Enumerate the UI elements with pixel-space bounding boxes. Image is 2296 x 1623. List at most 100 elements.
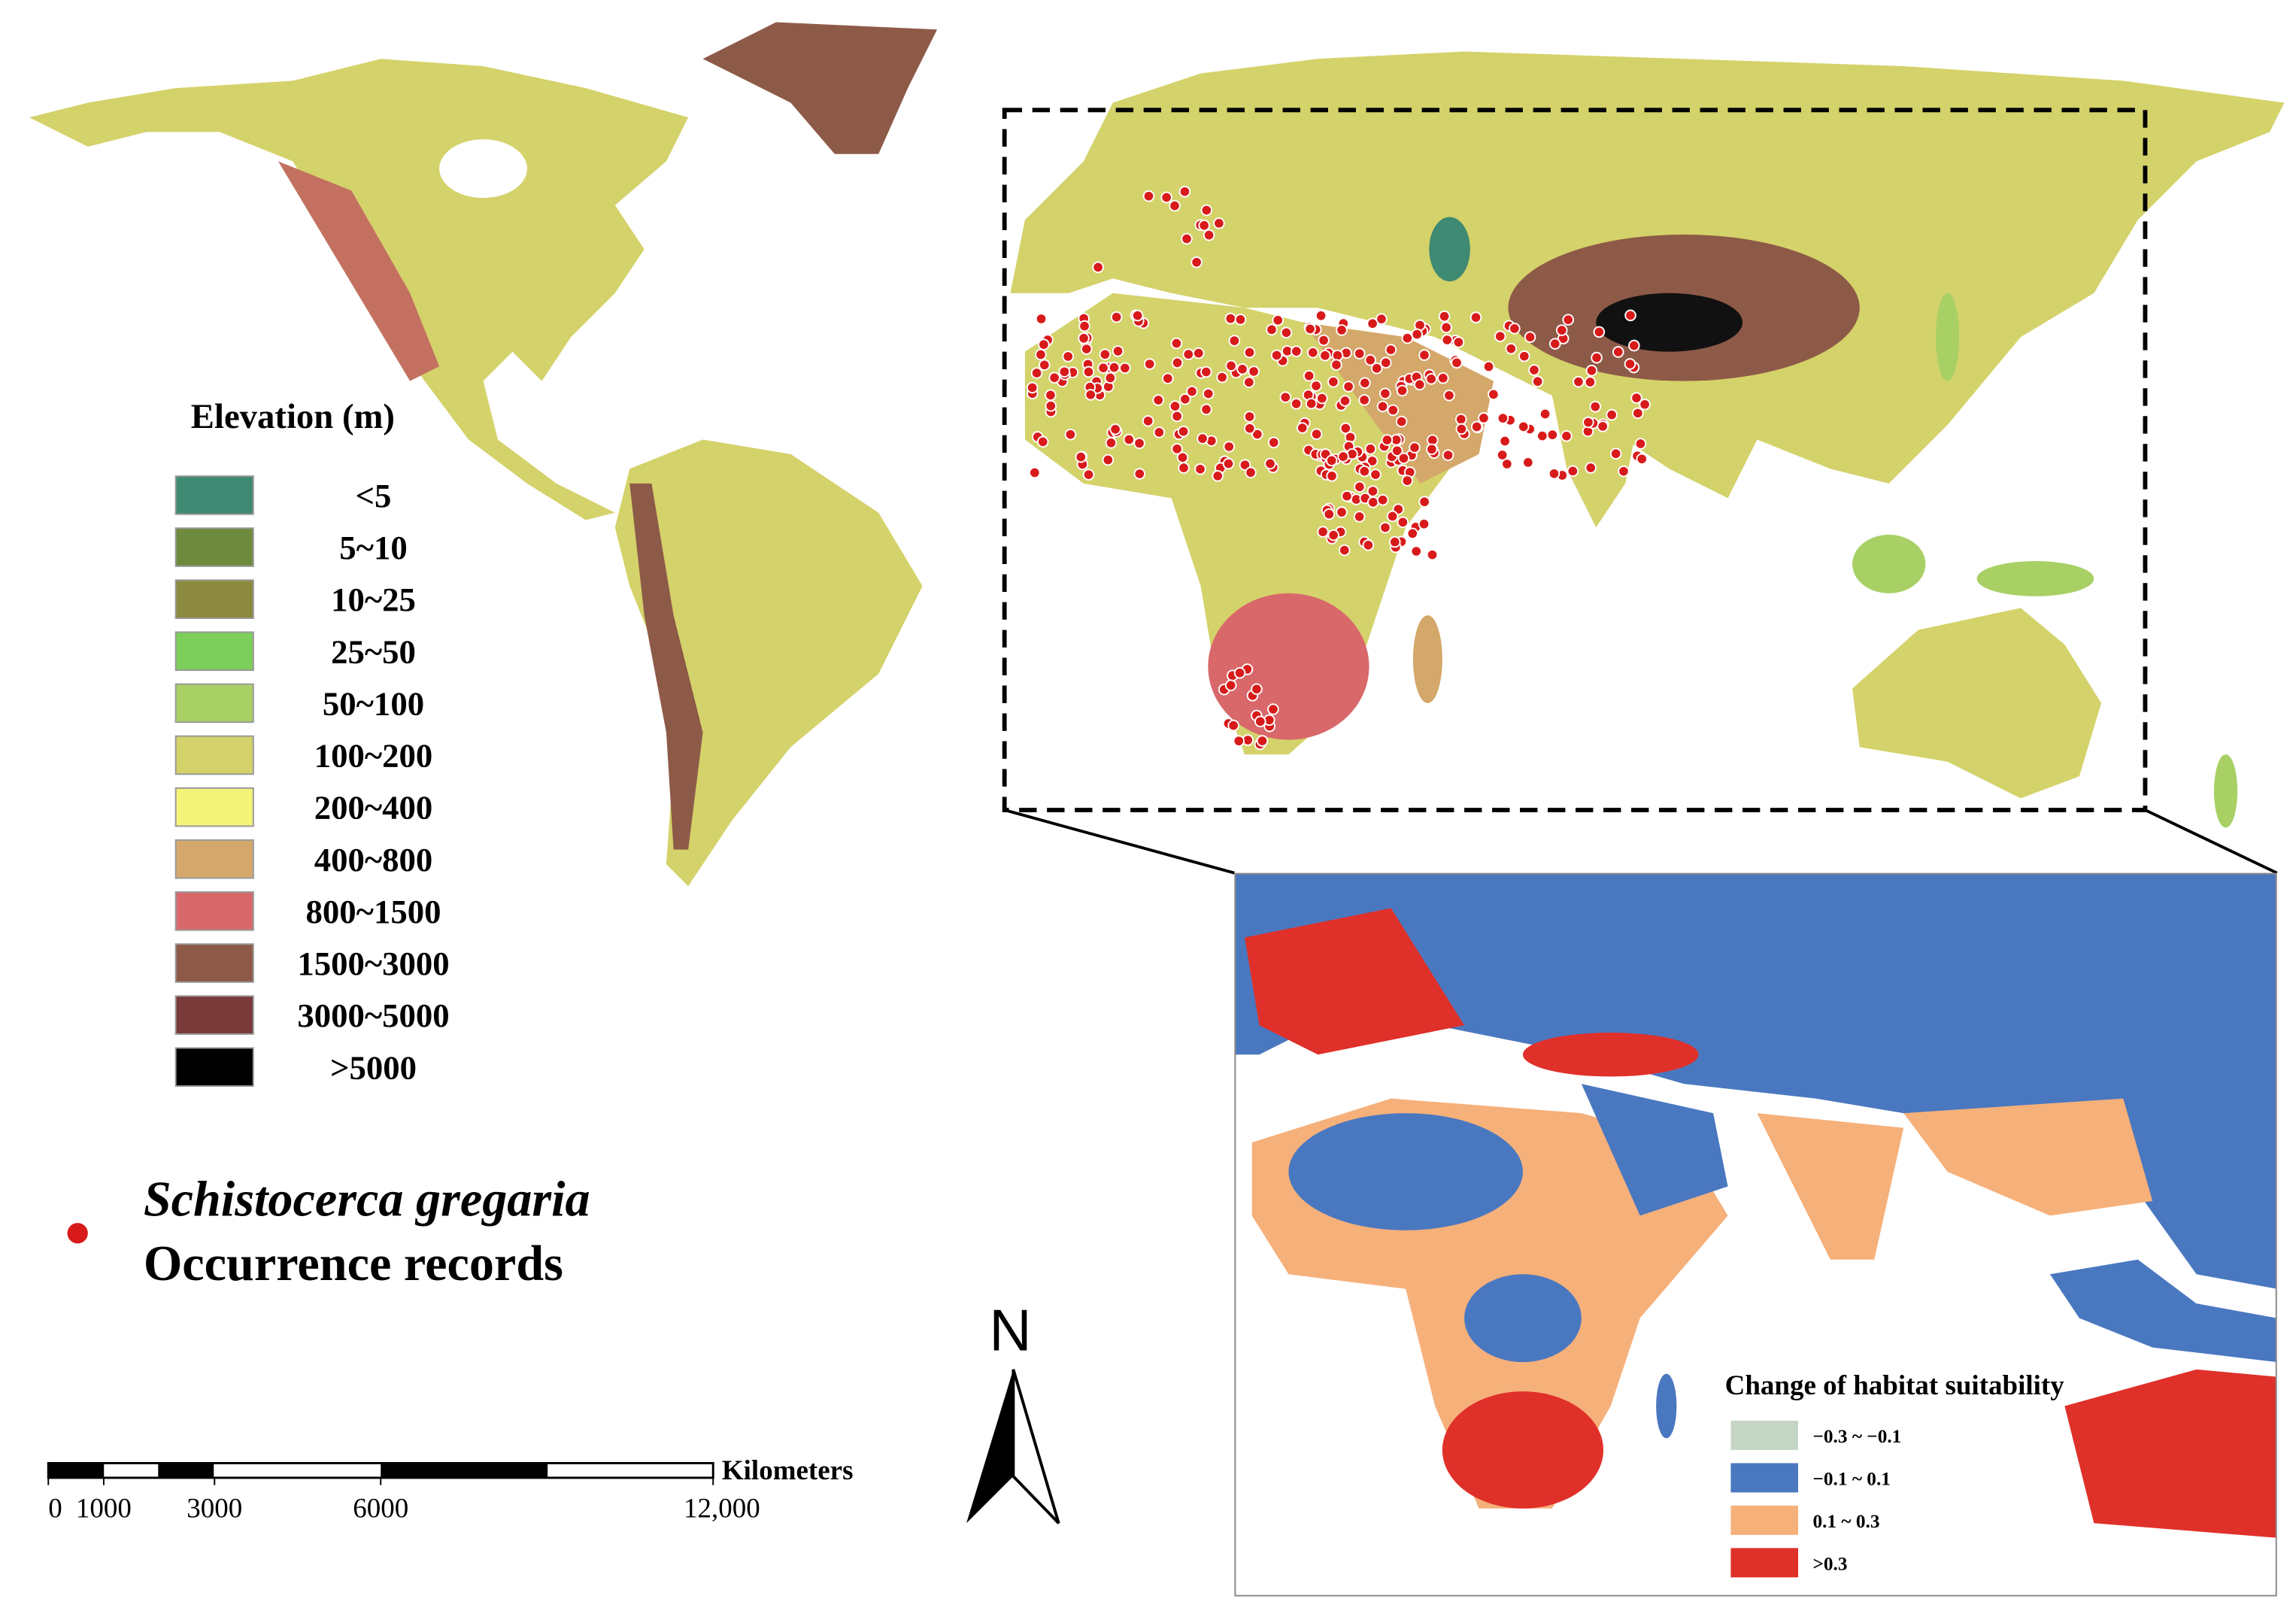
occurrence-dot xyxy=(1452,336,1465,348)
occurrence-dot xyxy=(1045,399,1057,412)
legend-swatch xyxy=(174,943,254,983)
inset-south-africa xyxy=(1442,1391,1604,1509)
occurrence-dot xyxy=(1518,350,1530,363)
occurrence-dot xyxy=(1342,381,1354,393)
occurrence-dot xyxy=(1296,422,1309,434)
occurrence-dot xyxy=(1171,356,1184,369)
occurrence-dot xyxy=(1233,735,1245,747)
occurrence-dot xyxy=(1233,666,1246,679)
occurrence-dot xyxy=(1358,465,1371,478)
occurrence-dot xyxy=(1190,256,1203,268)
occurrence-dot xyxy=(1560,430,1573,442)
connector xyxy=(2144,808,2278,875)
occurrence-dot xyxy=(1169,400,1181,412)
hudson-bay xyxy=(439,139,527,199)
occurrence-dot xyxy=(1387,404,1400,417)
occurrence-dot xyxy=(1319,349,1331,362)
occurrence-dot xyxy=(1548,338,1561,350)
occurrence-dot xyxy=(1223,441,1236,453)
occurrence-dot xyxy=(1243,411,1256,423)
occurrence-dot xyxy=(1315,309,1327,322)
legend-label: 25~50 xyxy=(331,633,416,670)
occurrence-dot xyxy=(1413,378,1426,391)
legend-label: >0.3 xyxy=(1812,1554,1847,1575)
inset-middle-east xyxy=(1522,1033,1699,1077)
elevation-legend: <5 5~10 10~25 25~50 50~100 100~200 200~400 400~… xyxy=(174,475,450,1088)
occurrence-dot xyxy=(1203,229,1215,241)
occurrence-dot xyxy=(1243,346,1256,359)
occurrence-dot xyxy=(1388,535,1401,548)
occurrence-dot xyxy=(1181,232,1193,245)
occurrence-dot xyxy=(1082,366,1095,378)
occurrence-dot xyxy=(1366,317,1379,329)
new-zealand xyxy=(2213,754,2238,828)
occurrence-dot xyxy=(1267,703,1279,715)
inset-islands xyxy=(2049,1259,2277,1363)
scale-bar-segment xyxy=(48,1463,105,1478)
occurrence-dot xyxy=(1228,335,1241,347)
occurrence-dot xyxy=(1470,420,1483,433)
occurrence-dot xyxy=(1609,447,1622,460)
occurrence-dot xyxy=(1170,337,1183,350)
occurrence-label: Occurrence records xyxy=(144,1236,563,1291)
occurrence-dot xyxy=(1198,219,1210,232)
occurrence-dot xyxy=(1200,366,1212,378)
legend-label: 100~200 xyxy=(314,737,433,775)
occurrence-dot xyxy=(1375,313,1388,325)
north-arrow xyxy=(1012,1369,1060,1524)
occurrence-dot xyxy=(1443,389,1455,402)
occurrence-dot xyxy=(1353,511,1366,523)
connector xyxy=(1004,808,1235,875)
legend-swatch xyxy=(174,631,254,672)
occurrence-dot xyxy=(1366,455,1379,467)
japan xyxy=(1936,293,1960,381)
occurrence-dot xyxy=(1194,463,1206,475)
occurrence-dot xyxy=(1634,438,1647,450)
inset-eurasia xyxy=(1234,872,2277,1289)
occurrence-dot xyxy=(1364,443,1377,455)
legend-swatch xyxy=(1730,1463,1798,1493)
occurrence-dot xyxy=(1142,414,1154,427)
occurrence-dot xyxy=(1418,496,1430,508)
occurrence-dot xyxy=(1628,339,1640,352)
occurrence-dot xyxy=(1386,510,1399,523)
legend-label: 5~10 xyxy=(339,529,407,566)
occurrence-dot xyxy=(1080,343,1093,355)
occurrence-dot xyxy=(1488,388,1500,401)
occurrence-dot xyxy=(1310,380,1322,392)
legend-swatch xyxy=(1730,1505,1798,1535)
occurrence-dot xyxy=(1197,432,1209,444)
occurrence-legend-marker xyxy=(67,1223,88,1244)
occurrence-dot xyxy=(1338,544,1351,557)
north-arrow xyxy=(966,1369,1014,1524)
tibet-high xyxy=(1596,293,1743,352)
occurrence-dot xyxy=(1236,363,1248,375)
occurrence-dot xyxy=(1426,548,1439,561)
occurrence-dot xyxy=(1366,485,1379,497)
occurrence-dot xyxy=(1636,453,1648,466)
occurrence-dot xyxy=(1437,372,1449,384)
occurrence-dot xyxy=(1251,683,1263,696)
north-label: N xyxy=(989,1297,1031,1364)
occurrence-dot xyxy=(1573,375,1585,388)
occurrence-dot xyxy=(1084,389,1096,401)
occurrence-dot xyxy=(1303,369,1315,382)
occurrence-dot xyxy=(1366,496,1379,508)
occurrence-dot xyxy=(1264,457,1276,470)
occurrence-dot xyxy=(1153,426,1166,438)
inset-madagascar xyxy=(1656,1373,1677,1439)
scale-unit: Kilometers xyxy=(722,1455,854,1486)
occurrence-dot xyxy=(1353,347,1366,359)
occurrence-dot xyxy=(1239,459,1251,471)
inset-legend: −0.3 ~ −0.1 −0.1 ~ 0.1 0.1 ~ 0.3 >0.3 xyxy=(1730,1420,1901,1578)
legend-swatch xyxy=(1730,1420,1798,1450)
occurrence-dot xyxy=(1245,466,1257,479)
occurrence-dot xyxy=(1099,348,1112,360)
occurrence-dot xyxy=(1082,469,1095,481)
occurrence-dot xyxy=(1455,413,1467,426)
occurrence-dot xyxy=(1597,420,1609,432)
occurrence-dot xyxy=(1267,436,1280,449)
occurrence-dot xyxy=(1305,397,1318,410)
occurrence-dot xyxy=(1327,529,1339,542)
inset-map xyxy=(1234,872,2277,1597)
